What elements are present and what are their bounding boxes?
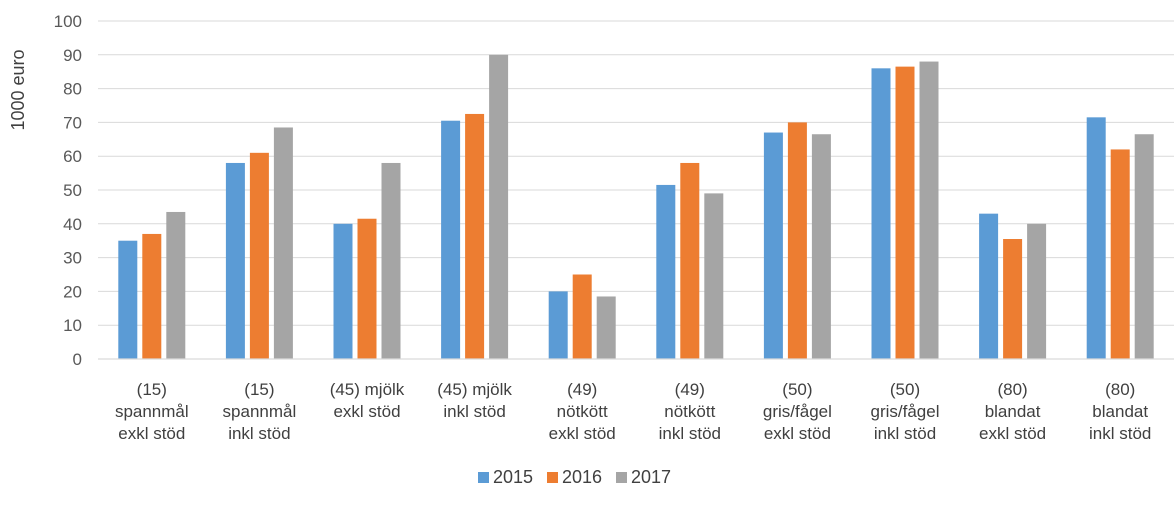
bar-2017 <box>1027 223 1047 359</box>
bar-2015 <box>333 223 353 359</box>
bar-2015 <box>763 132 783 359</box>
legend-swatch-2016 <box>547 472 558 483</box>
bar-2016 <box>249 152 269 359</box>
legend-swatch-2017 <box>616 472 627 483</box>
x-category-label-line: blandat <box>1092 402 1148 421</box>
bar-2015 <box>656 184 676 359</box>
x-category-label-line: nötkött <box>664 402 715 421</box>
legend-label: 2017 <box>631 467 671 487</box>
x-category-label-line: (15) <box>244 380 274 399</box>
x-category-label-line: spannmål <box>223 402 297 421</box>
x-axis-labels: (15) spannmål exkl stöd (15) spannmål inkl st… <box>115 380 1151 443</box>
bar-2015 <box>871 68 891 359</box>
y-tick-label: 30 <box>63 249 82 268</box>
x-category-label-line: exkl stöd <box>333 402 400 421</box>
y-tick-label: 100 <box>54 12 82 31</box>
bar-2017 <box>919 61 939 360</box>
x-category-label-line: inkl stöd <box>874 424 936 443</box>
legend-label: 2015 <box>493 467 533 487</box>
bars <box>118 54 1154 360</box>
x-category-label-line: exkl stöd <box>979 424 1046 443</box>
x-category-label: (49) nötkött exkl stöd <box>549 380 616 443</box>
y-axis-ticks: 0 10 20 30 40 50 60 70 80 90 100 <box>54 12 82 369</box>
legend: 2015 2016 2017 <box>478 467 671 487</box>
y-tick-label: 20 <box>63 282 82 301</box>
bar-2016 <box>680 162 700 359</box>
x-category-label: (45) mjölk exkl stöd <box>330 380 405 421</box>
bar-2015 <box>1086 117 1106 359</box>
bar-2017 <box>489 54 509 360</box>
x-category-label-line: gris/fågel <box>763 402 832 421</box>
y-tick-label: 10 <box>63 316 82 335</box>
bar-2016 <box>1110 149 1130 359</box>
x-category-label-line: (49) <box>567 380 597 399</box>
x-category-label-line: (80) <box>1105 380 1135 399</box>
bar-2015 <box>225 162 245 359</box>
x-category-label: (80) blandat exkl stöd <box>979 380 1046 443</box>
bar-2016 <box>572 274 592 359</box>
x-category-label: (15) spannmål exkl stöd <box>115 380 189 443</box>
x-category-label-line: inkl stöd <box>659 424 721 443</box>
y-axis-label: 1000 euro <box>8 49 28 130</box>
bar-2016 <box>465 113 485 359</box>
x-category-label-line: inkl stöd <box>443 402 505 421</box>
x-category-label-line: inkl stöd <box>1089 424 1151 443</box>
x-category-label-line: (45) mjölk <box>330 380 405 399</box>
x-category-label-line: (50) <box>782 380 812 399</box>
bar-2016 <box>142 233 162 359</box>
x-category-label-line: exkl stöd <box>118 424 185 443</box>
x-category-label-line: gris/fågel <box>871 402 940 421</box>
x-category-label-line: (45) mjölk <box>437 380 512 399</box>
x-category-label-line: nötkött <box>557 402 608 421</box>
y-tick-label: 0 <box>73 350 82 369</box>
x-category-label-line: inkl stöd <box>228 424 290 443</box>
x-category-label: (50) gris/fågel exkl stöd <box>763 380 832 443</box>
y-tick-label: 50 <box>63 181 82 200</box>
x-category-label: (49) nötkött inkl stöd <box>659 380 721 443</box>
bar-2015 <box>979 213 999 359</box>
bar-2016 <box>357 218 377 359</box>
x-category-label: (80) blandat inkl stöd <box>1089 380 1151 443</box>
x-category-label: (15) spannmål inkl stöd <box>223 380 297 443</box>
bar-2015 <box>548 291 568 359</box>
bar-2016 <box>787 122 807 360</box>
y-tick-label: 40 <box>63 215 82 234</box>
x-category-label-line: (50) <box>890 380 920 399</box>
x-category-label-line: blandat <box>985 402 1041 421</box>
legend-swatch-2015 <box>478 472 489 483</box>
legend-label: 2016 <box>562 467 602 487</box>
x-category-label-line: (49) <box>675 380 705 399</box>
x-category-label-line: exkl stöd <box>764 424 831 443</box>
y-tick-label: 60 <box>63 147 82 166</box>
x-category-label-line: spannmål <box>115 402 189 421</box>
bar-2017 <box>704 193 724 359</box>
bar-2017 <box>596 296 616 359</box>
bar-2015 <box>441 120 461 360</box>
x-category-label-line: exkl stöd <box>549 424 616 443</box>
bar-2016 <box>895 66 915 359</box>
x-category-label-line: (80) <box>997 380 1027 399</box>
y-tick-label: 70 <box>63 113 82 132</box>
bar-2017 <box>273 127 293 359</box>
bar-2017 <box>381 162 401 359</box>
x-category-label: (45) mjölk inkl stöd <box>437 380 512 421</box>
y-tick-label: 80 <box>63 80 82 99</box>
bar-2017 <box>811 134 831 359</box>
x-category-label-line: (15) <box>137 380 167 399</box>
x-category-label: (50) gris/fågel inkl stöd <box>871 380 940 443</box>
y-tick-label: 90 <box>63 46 82 65</box>
bar-2017 <box>166 211 186 359</box>
bar-2016 <box>1003 239 1023 359</box>
bar-2017 <box>1134 134 1154 359</box>
bar-2015 <box>118 240 138 359</box>
